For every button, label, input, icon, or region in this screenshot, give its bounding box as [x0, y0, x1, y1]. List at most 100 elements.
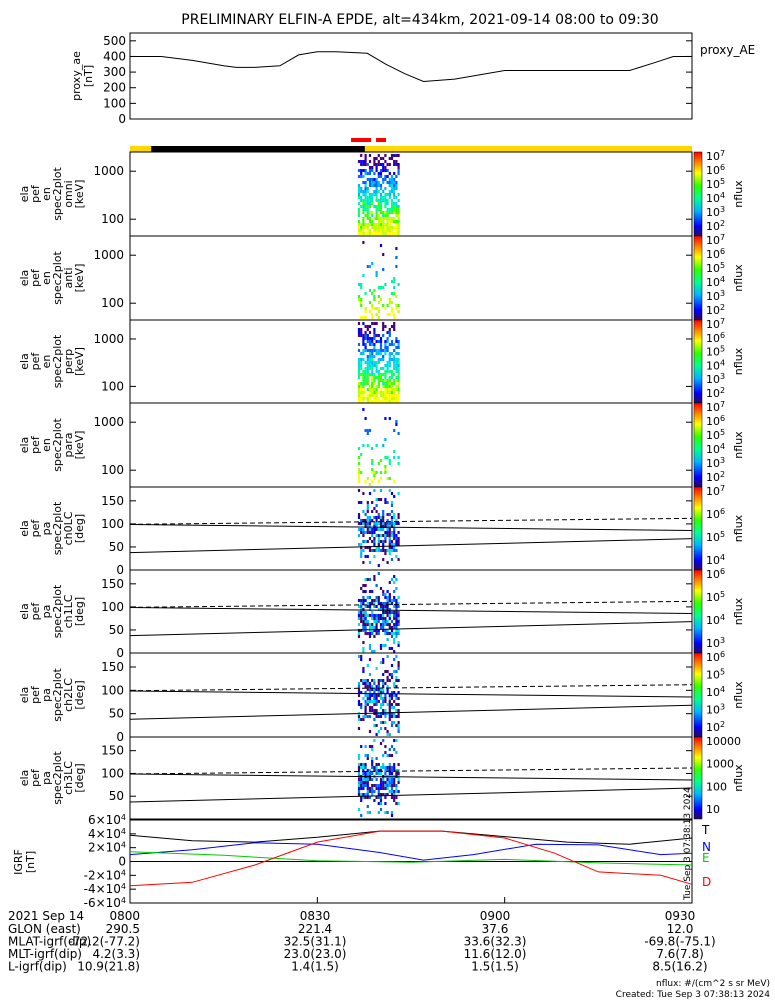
spectrogram-cell: [360, 373, 363, 376]
spectrogram-cell: [362, 763, 365, 766]
spectrogram-cell: [373, 525, 376, 528]
spectrogram-cell: [368, 388, 372, 391]
spectrogram-cell: [388, 769, 391, 772]
spectrogram-cell: [366, 379, 369, 382]
spectrogram-cell: [384, 178, 387, 181]
spectrogram-cell: [386, 730, 389, 733]
spectrogram-cell: [397, 370, 400, 373]
ytick-label-ch2LC: 150: [101, 660, 124, 674]
spectrogram-cell: [371, 706, 374, 709]
spectrogram-cell: [395, 578, 398, 581]
spectrogram-cell: [390, 814, 394, 817]
spectrogram-cell: [366, 811, 369, 814]
spectrogram-cell: [373, 626, 376, 629]
spectrogram-cell: [377, 202, 380, 205]
spectrogram-cell: [379, 703, 383, 706]
spectrogram-cell: [357, 763, 361, 766]
spectrogram-cell: [386, 655, 389, 658]
spectrogram-cell: [368, 516, 372, 519]
spectrogram-cell: [382, 169, 385, 172]
spectrogram-cell: [384, 217, 387, 220]
igrf-line-N: [129, 842, 693, 861]
spectrogram-cell: [377, 214, 380, 217]
spectrogram-cell: [379, 781, 383, 784]
spectrogram-cell: [364, 623, 367, 626]
spectrogram-cell: [366, 688, 369, 691]
spectrogram-cell: [362, 528, 365, 531]
spectrogram-cell: [395, 623, 398, 626]
spectrogram-cell: [390, 578, 394, 581]
spectrogram-cell: [373, 289, 376, 292]
spectrogram-cell: [366, 355, 369, 358]
spectrogram-cell: [362, 531, 365, 534]
ytick-label-ch1LC: 0: [116, 646, 124, 660]
spectrogram-cell: [357, 462, 361, 465]
spectrogram-cell: [395, 635, 398, 638]
spectrogram-cell: [395, 769, 398, 772]
spectrogram-cell: [397, 691, 400, 694]
spectrogram-cell: [373, 382, 376, 385]
spectrogram-cell: [388, 748, 391, 751]
spectrogram-cell: [386, 638, 389, 641]
spectrogram-cell: [366, 358, 369, 361]
spectrogram-cell: [371, 685, 374, 688]
spectrogram-cell: [360, 552, 363, 555]
spectrogram-cell: [382, 608, 385, 611]
spectrogram-cell: [366, 382, 369, 385]
spectrogram-cell: [393, 658, 396, 661]
spectrogram-cell: [357, 187, 361, 190]
spectrogram-cell: [390, 546, 394, 549]
spectrogram-cell: [368, 644, 372, 647]
spectrogram-cell: [388, 331, 391, 334]
spectrogram-cell: [395, 519, 398, 522]
spectrogram-cell: [360, 691, 363, 694]
spectrogram-cell: [375, 361, 378, 364]
spectrogram-cell: [362, 397, 365, 400]
spectrogram-cell: [377, 787, 380, 790]
spectrogram-cell: [386, 676, 389, 679]
spectrogram-cell: [357, 343, 361, 346]
spectrogram-cell: [357, 694, 361, 697]
spectrogram-cell: [368, 519, 372, 522]
spectrogram-cell: [362, 175, 365, 178]
science-marker: [376, 138, 387, 142]
spectrogram-cell: [379, 602, 383, 605]
spectrogram-cell: [388, 617, 391, 620]
spectrogram-cell: [393, 226, 396, 229]
spectrogram-cell: [366, 477, 369, 480]
spectrogram-cell: [386, 513, 389, 516]
spectrogram-cell: [375, 614, 378, 617]
spectrogram-cell: [382, 334, 385, 337]
spectrogram-cell: [357, 808, 361, 811]
spectrogram-cell: [357, 394, 361, 397]
spectrogram-cell: [377, 629, 380, 632]
spectrogram-cell: [373, 298, 376, 301]
spectrogram-cell: [362, 718, 365, 721]
spectrogram-cell: [388, 361, 391, 364]
spectrogram-cell: [384, 391, 387, 394]
spectrogram-cell: [382, 602, 385, 605]
spectrogram-cell: [360, 745, 363, 748]
proxy-ae-frame: [129, 32, 693, 120]
spectrogram-cell: [373, 531, 376, 534]
spectrogram-cell: [393, 685, 396, 688]
spectrogram-cell: [382, 322, 385, 325]
spectrogram-cell: [388, 376, 391, 379]
spectrogram-cell: [357, 477, 361, 480]
spectrogram-cell: [377, 172, 380, 175]
spectrogram-cell: [388, 611, 391, 614]
spectrogram-cell: [357, 226, 361, 229]
spectrogram-cell: [384, 501, 387, 504]
spectrogram-cell: [388, 581, 391, 584]
spectrogram-cell: [366, 367, 369, 370]
spectrogram-cell: [395, 397, 398, 400]
ylabel-omni: elapefenspec2plotomni[keV]: [18, 167, 86, 221]
spectrogram-cell: [371, 352, 374, 355]
spectrogram-cell: [393, 400, 396, 403]
spectrogram-cell: [362, 391, 365, 394]
spectrogram-cell: [368, 199, 372, 202]
spectrogram-cell: [393, 596, 396, 599]
colorbar-tick-ch2LC: 104: [706, 685, 725, 699]
spectrogram-cell: [377, 334, 380, 337]
spectrogram-cell: [395, 370, 398, 373]
